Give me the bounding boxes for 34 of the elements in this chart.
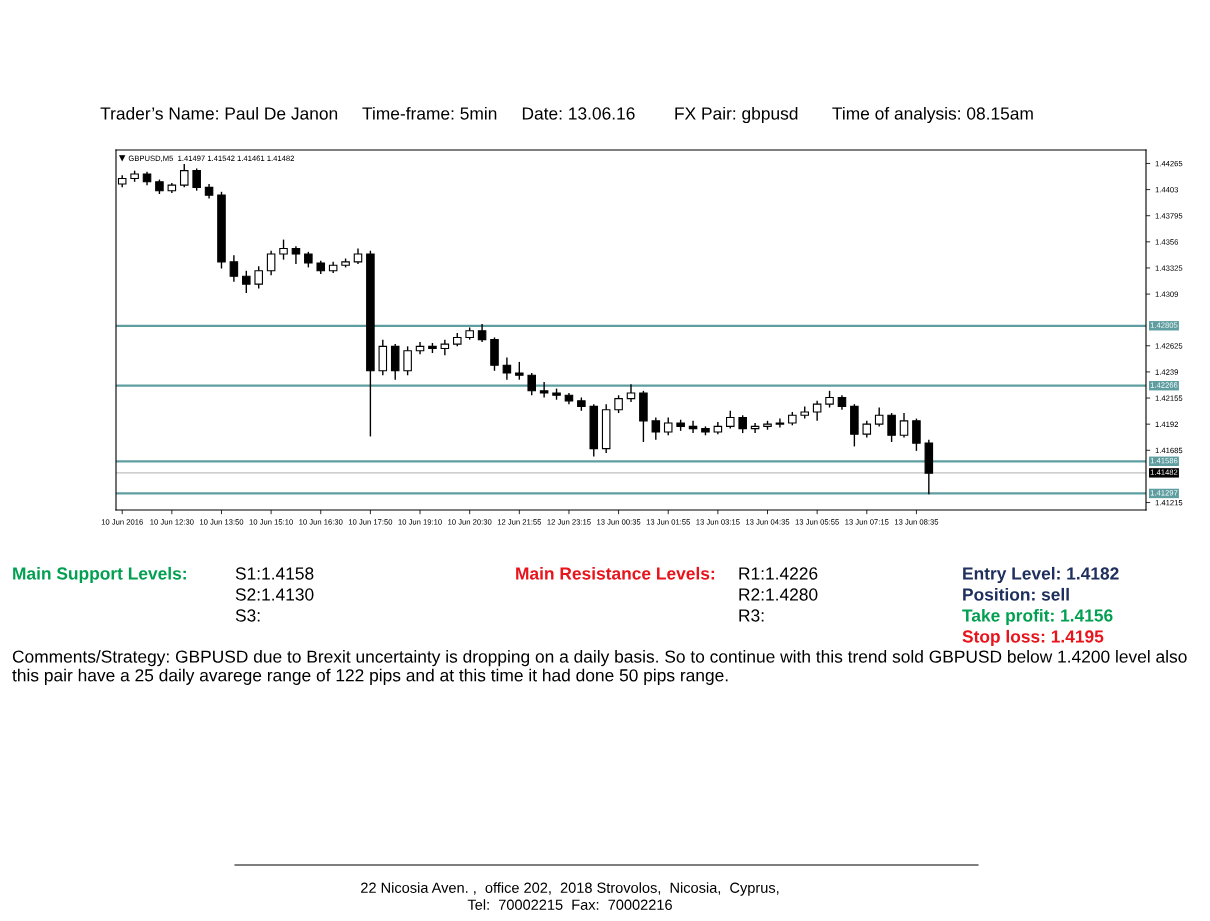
text: Comments/Strategy: GBPUSD due to Brexit uncertainty is dropping on a daily basis. So to continue with this trend sold GBPUSD below 1.4200 level also this pair have a 25 daily avarege range of 122 pips and at this time it had done 50 pips range. xyxy=(12,650,1187,685)
candlestick xyxy=(912,417,921,452)
candlestick xyxy=(812,400,822,422)
text: Main Support Levels: xyxy=(13,566,186,584)
text: Tel: 70002215 Fax: 70002216 xyxy=(467,899,672,910)
candlestick xyxy=(242,270,251,294)
candlestick xyxy=(539,381,549,399)
text: Entry Level: 1.4182 xyxy=(963,566,1119,584)
text: S3: xyxy=(235,609,260,622)
candlestick xyxy=(502,356,512,381)
text: R3: xyxy=(739,609,764,622)
candlestick xyxy=(279,238,288,261)
text: Stop loss: 1.4195 xyxy=(962,629,1104,647)
text: Main Resistance Levels: xyxy=(516,566,715,580)
candlestick xyxy=(874,406,884,428)
text: S2:1.4130 xyxy=(235,588,314,601)
text: 22 Nicosia Aven. , office 202, 2018 Strovolos, Nicosia, Cyprus, xyxy=(361,882,779,896)
candlestick xyxy=(229,254,239,283)
candlestick xyxy=(775,417,785,429)
chart-title: Trader’s Name: Paul De Janon Time-frame: 5min Date: 13.06.16 FX Pair: gbpusd Time of analysis: 08.15am xyxy=(100,106,1033,124)
candlestick xyxy=(179,163,189,189)
candlestick xyxy=(527,372,537,396)
text: Position: sell xyxy=(963,587,1069,601)
candlestick xyxy=(192,167,201,192)
candlestick xyxy=(266,250,276,276)
text: Take profit: 1.4156 xyxy=(962,608,1113,626)
text: R1:1.4226 xyxy=(739,567,818,580)
candlestick xyxy=(403,345,412,376)
candlestick xyxy=(887,412,896,443)
candlestick xyxy=(899,412,909,439)
candlestick xyxy=(254,265,263,290)
text: R2:1.4280 xyxy=(739,588,818,601)
text: S1:1.4158 xyxy=(235,567,314,580)
candlestick xyxy=(651,416,661,441)
